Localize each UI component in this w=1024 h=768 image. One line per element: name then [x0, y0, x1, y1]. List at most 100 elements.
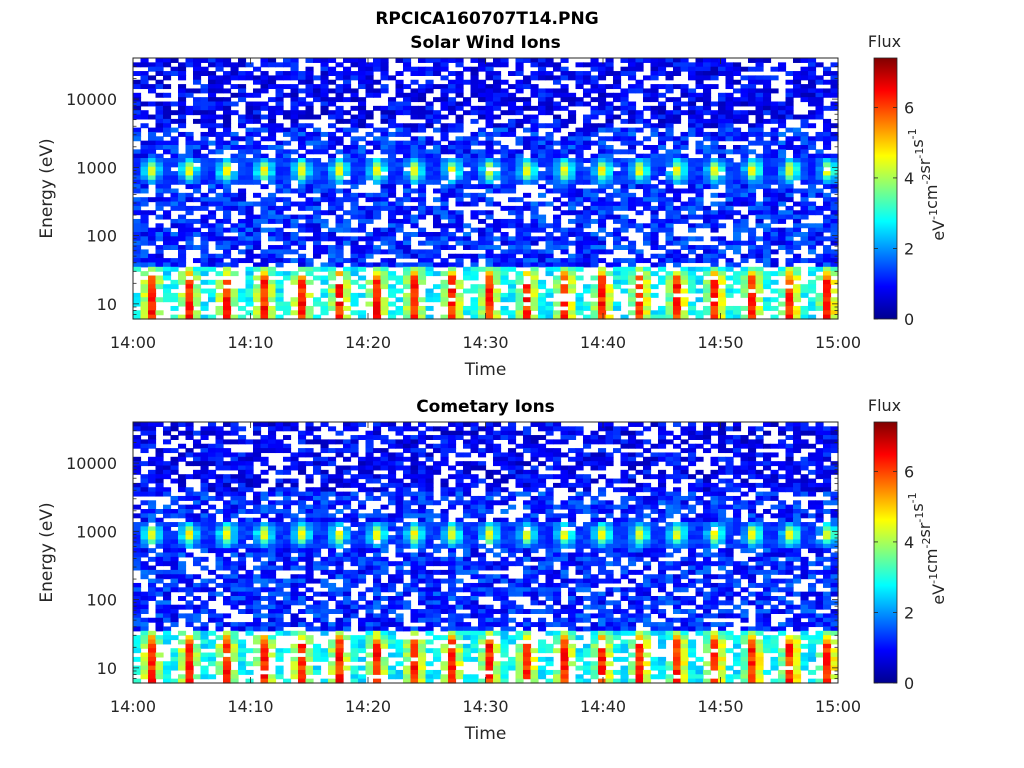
- colorbar-tick-label: 0: [904, 310, 914, 329]
- heatmap-cell: [185, 474, 194, 480]
- heatmap-cell: [365, 71, 374, 76]
- heatmap-cell: [515, 158, 524, 163]
- heatmap-cell: [245, 105, 254, 111]
- heatmap-cell: [785, 258, 794, 264]
- heatmap-cell: [598, 439, 607, 445]
- heatmap-cell: [515, 179, 524, 185]
- heatmap-cell: [140, 430, 149, 436]
- heatmap-cell: [830, 201, 839, 207]
- heatmap-cell: [410, 162, 419, 168]
- heatmap-cell: [425, 456, 434, 462]
- heatmap-cell: [380, 166, 389, 172]
- heatmap-cell: [763, 301, 772, 307]
- heatmap-cell: [695, 184, 704, 190]
- heatmap-cell: [478, 435, 487, 440]
- heatmap-cell: [763, 456, 772, 462]
- heatmap-cell: [590, 158, 599, 163]
- heatmap-cell: [568, 171, 577, 177]
- heatmap-cell: [298, 127, 307, 133]
- heatmap-cell: [215, 136, 224, 142]
- heatmap-cell: [688, 92, 697, 98]
- heatmap-cell: [410, 314, 419, 320]
- heatmap-cell: [823, 245, 832, 250]
- heatmap-cell: [598, 297, 607, 303]
- heatmap-cell: [613, 258, 622, 264]
- heatmap-cell: [755, 184, 764, 190]
- heatmap-cell: [320, 439, 329, 445]
- heatmap-cell: [800, 461, 809, 467]
- heatmap-cell: [253, 118, 262, 124]
- heatmap-cell: [515, 66, 524, 72]
- heatmap-cell: [290, 232, 299, 237]
- heatmap-cell: [770, 153, 779, 159]
- heatmap-cell: [770, 179, 779, 185]
- heatmap-cell: [680, 314, 689, 320]
- heatmap-cell: [290, 162, 299, 168]
- heatmap-cell: [283, 301, 292, 307]
- heatmap-cell: [635, 249, 644, 255]
- heatmap-cell: [373, 79, 382, 85]
- heatmap-cell: [515, 162, 524, 168]
- heatmap-cell: [170, 435, 179, 440]
- heatmap-cell: [628, 262, 637, 268]
- heatmap-cell: [380, 305, 389, 311]
- heatmap-cell: [268, 245, 277, 250]
- heatmap-cell: [800, 136, 809, 142]
- heatmap-cell: [823, 301, 832, 307]
- heatmap-cell: [230, 439, 239, 445]
- heatmap-cell: [373, 205, 382, 211]
- heatmap-cell: [830, 92, 839, 98]
- heatmap-cell: [448, 188, 457, 194]
- heatmap-cell: [658, 131, 667, 137]
- heatmap-cell: [695, 75, 704, 81]
- heatmap-cell: [455, 461, 464, 467]
- heatmap-cell: [395, 240, 404, 246]
- heatmap-cell: [403, 123, 412, 129]
- heatmap-cell: [770, 288, 779, 294]
- heatmap-cell: [523, 127, 532, 133]
- heatmap-cell: [808, 305, 817, 311]
- heatmap-cell: [380, 279, 389, 285]
- heatmap-cell: [133, 310, 142, 316]
- heatmap-cell: [688, 197, 697, 203]
- heatmap-cell: [815, 223, 824, 229]
- heatmap-cell: [770, 262, 779, 268]
- heatmap-cell: [403, 105, 412, 111]
- heatmap-cell: [440, 443, 449, 449]
- heatmap-cell: [305, 214, 314, 220]
- heatmap-cell: [395, 175, 404, 181]
- heatmap-cell: [208, 262, 217, 268]
- heatmap-cell: [403, 236, 412, 242]
- heatmap-cell: [785, 136, 794, 142]
- heatmap-cell: [703, 218, 712, 224]
- heatmap-cell: [155, 179, 164, 185]
- heatmap-cell: [688, 452, 697, 458]
- heatmap-cell: [823, 271, 832, 277]
- heatmap-cell: [688, 131, 697, 137]
- heatmap-cell: [800, 192, 809, 198]
- heatmap-cell: [320, 223, 329, 229]
- heatmap-cell: [620, 149, 629, 155]
- heatmap-cell: [178, 258, 187, 264]
- heatmap-cell: [140, 175, 149, 181]
- heatmap-cell: [620, 192, 629, 198]
- heatmap-cell: [650, 153, 659, 159]
- heatmap-cell: [538, 262, 547, 268]
- heatmap-cell: [343, 171, 352, 177]
- heatmap-cell: [193, 297, 202, 303]
- heatmap-cell: [313, 145, 322, 150]
- heatmap-cell: [403, 158, 412, 163]
- heatmap-cell: [710, 279, 719, 285]
- heatmap-cell: [793, 79, 802, 85]
- heatmap-cell: [350, 297, 359, 303]
- heatmap-cell: [200, 58, 209, 63]
- heatmap-cell: [485, 253, 494, 259]
- heatmap-cell: [170, 305, 179, 311]
- heatmap-cell: [328, 258, 337, 264]
- heatmap-cell: [665, 218, 674, 224]
- heatmap-cell: [560, 426, 569, 432]
- heatmap-cell: [448, 422, 457, 427]
- heatmap-cell: [380, 162, 389, 168]
- heatmap-cell: [425, 205, 434, 211]
- heatmap-cell: [710, 210, 719, 216]
